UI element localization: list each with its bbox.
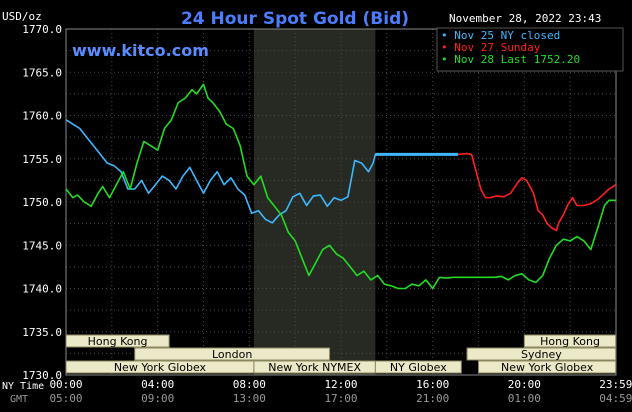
legend-nov28: • Nov 28 Last 1752.20 xyxy=(441,53,580,66)
session-hong-kong: Hong Kong xyxy=(523,334,617,348)
y-tick-label: 1740.0 xyxy=(22,283,62,296)
x-tick-gmt: 13:00 xyxy=(233,392,266,405)
session-london: London xyxy=(134,347,331,361)
session-bar xyxy=(478,360,617,374)
session-label: Hong Kong xyxy=(88,335,148,348)
legend: • Nov 25 NY closed • Nov 27 Sunday • Nov… xyxy=(436,27,624,72)
y-tick-label: 1730.0 xyxy=(22,369,62,382)
session-bar xyxy=(134,347,331,361)
session-sydney: Sydney xyxy=(466,347,617,361)
x-tick-ny: 00:00 xyxy=(49,378,82,391)
gmt-label: GMT xyxy=(10,394,28,405)
session-label: New York Globex xyxy=(501,361,594,374)
x-tick-ny: 23:59 xyxy=(599,378,632,391)
session-bar xyxy=(374,360,462,374)
series-lines xyxy=(65,83,617,290)
session-label: London xyxy=(212,348,252,361)
y-tick-label: 1750.0 xyxy=(22,196,62,209)
session-new-york-globex: New York Globex xyxy=(478,360,617,374)
x-tick-gmt: 21:00 xyxy=(416,392,449,405)
y-tick-label: 1765.0 xyxy=(22,66,62,79)
y-tick-label: 1770.0 xyxy=(22,23,62,36)
x-tick-gmt: 04:59 xyxy=(599,392,632,405)
session-label: NY Globex xyxy=(390,361,447,374)
session-new-york-nymex: New York NYMEX xyxy=(253,360,376,374)
y-tick-label: 1755.0 xyxy=(22,153,62,166)
series-line-2 xyxy=(457,152,617,232)
y-tick-label: 1760.0 xyxy=(22,110,62,123)
session-label: Hong Kong xyxy=(540,335,600,348)
series-line-3 xyxy=(65,83,616,290)
series-line-1 xyxy=(65,119,458,224)
session-bar xyxy=(523,334,617,348)
x-tick-gmt: 05:00 xyxy=(49,392,82,405)
x-tick-gmt: 01:00 xyxy=(508,392,541,405)
session-bar xyxy=(65,334,170,348)
x-tick-gmt: 09:00 xyxy=(141,392,174,405)
x-tick-ny: 08:00 xyxy=(233,378,266,391)
session-ny-globex: NY Globex xyxy=(374,360,462,374)
session-label: New York Globex xyxy=(114,361,207,374)
legend-box xyxy=(436,27,624,72)
session-bar xyxy=(466,347,617,361)
x-tick-ny: 20:00 xyxy=(508,378,541,391)
session-label: Sydney xyxy=(521,348,562,361)
y-tick-label: 1735.0 xyxy=(22,326,62,339)
y-unit-label: USD/oz xyxy=(2,10,42,23)
x-tick-ny: 12:00 xyxy=(324,378,357,391)
y-axis: 1770.0 1765.0 1760.0 1755.0 1750.0 1745.0 1740… xyxy=(22,23,62,382)
session-label: New York NYMEX xyxy=(268,361,361,374)
x-tick-ny: 04:00 xyxy=(141,378,174,391)
x-tick-ny: 16:00 xyxy=(416,378,449,391)
x-tick-gmt: 17:00 xyxy=(324,392,357,405)
website-label: www.kitco.com xyxy=(72,41,209,60)
chart-title: 24 Hour Spot Gold (Bid) xyxy=(181,9,409,29)
y-tick-label: 1745.0 xyxy=(22,239,62,252)
ny-time-label: NY Time xyxy=(2,381,44,392)
session-hong-kong: Hong Kong xyxy=(65,334,170,348)
legend-nov25: • Nov 25 NY closed xyxy=(441,29,560,42)
session-new-york-globex: New York Globex xyxy=(65,360,255,374)
legend-nov27: • Nov 27 Sunday xyxy=(441,41,541,54)
timestamp: November 28, 2022 23:43 xyxy=(449,12,601,25)
plot-frame xyxy=(65,28,617,376)
